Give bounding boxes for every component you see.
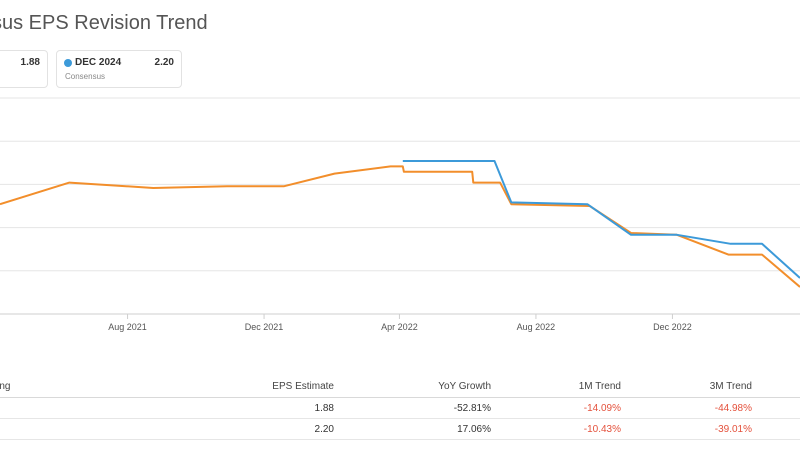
estimates-table: nding EPS Estimate YoY Growth 1M Trend 3… — [0, 376, 800, 440]
cell-3m-trend: -44.98% — [714, 403, 752, 414]
legend-subtitle: Consensus — [65, 72, 106, 81]
x-tick-label: Aug 2021 — [108, 322, 147, 332]
table-header-row: nding EPS Estimate YoY Growth 1M Trend 3… — [0, 376, 800, 398]
cell-yoy-growth: -52.81% — [453, 403, 491, 414]
legend-card-dec-2023[interactable]: 1.88 — [0, 50, 48, 88]
legend-value: 2.20 — [154, 57, 174, 68]
header-1m-trend[interactable]: 1M Trend — [578, 381, 621, 392]
cell-eps-estimate: 1.88 — [314, 403, 334, 414]
cell-1m-trend: -10.43% — [583, 424, 621, 435]
cell-yoy-growth: 17.06% — [457, 424, 491, 435]
table-row: 2.20 17.06% -10.43% -39.01% — [0, 419, 800, 440]
series-lines — [0, 160, 800, 288]
header-period[interactable]: nding — [0, 381, 11, 392]
grid-lines — [0, 97, 800, 315]
eps-revision-chart[interactable]: Aug 2021 Dec 2021 Apr 2022 Aug 2022 Dec 2022 — [0, 90, 800, 350]
legend-card-dec-2024[interactable]: DEC 2024 Consensus 2.20 — [56, 50, 182, 88]
x-tick-label: Apr 2022 — [381, 322, 418, 332]
x-tick-label: Aug 2022 — [517, 322, 556, 332]
header-eps-estimate[interactable]: EPS Estimate — [272, 381, 334, 392]
series-line-blue — [402, 160, 800, 279]
table-row: 1.88 -52.81% -14.09% -44.98% — [0, 398, 800, 419]
x-axis-ticks: Aug 2021 Dec 2021 Apr 2022 Aug 2022 Dec 2022 — [108, 314, 692, 332]
cell-eps-estimate: 2.20 — [314, 424, 334, 435]
legend-value: 1.88 — [20, 57, 40, 68]
legend-period: DEC 2024 — [75, 57, 122, 68]
cell-3m-trend: -39.01% — [714, 424, 752, 435]
legend-dot-icon — [64, 59, 72, 67]
cell-1m-trend: -14.09% — [583, 403, 621, 414]
header-yoy-growth[interactable]: YoY Growth — [438, 381, 491, 392]
x-tick-label: Dec 2022 — [653, 322, 692, 332]
header-3m-trend[interactable]: 3M Trend — [709, 381, 752, 392]
page-title: sus EPS Revision Trend — [0, 12, 208, 34]
x-tick-label: Dec 2021 — [245, 322, 284, 332]
